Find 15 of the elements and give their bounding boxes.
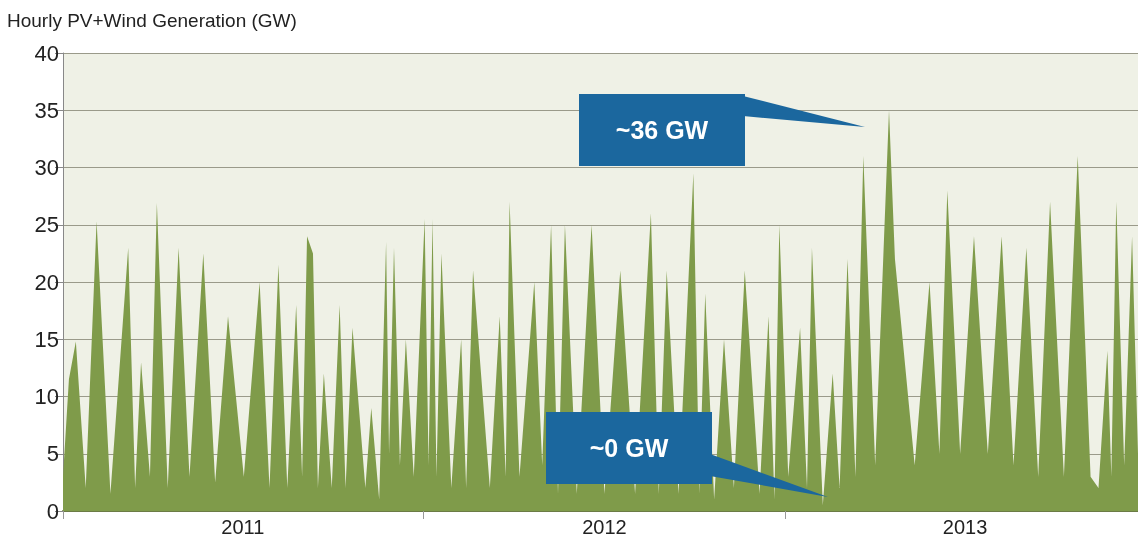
y-tick-label: 0 [46,498,59,524]
y-tick-label: 35 [34,97,59,123]
y-tick-label: 20 [34,269,59,295]
y-tick-label: 25 [34,212,59,238]
x-tick-label: 2011 [221,516,265,538]
y-tick-label: 15 [34,326,59,352]
x-tick-label: 2012 [582,516,627,538]
annotation: ~36 GW [615,116,709,144]
annotation: ~0 GW [589,434,669,462]
y-tick-label: 40 [34,40,59,66]
y-tick-label: 30 [34,155,59,180]
y-axis-title: Hourly PV+Wind Generation (GW) [7,10,297,31]
y-tick-label: 10 [34,384,59,409]
y-tick-label: 5 [46,441,59,467]
x-tick-label: 2013 [942,516,988,538]
